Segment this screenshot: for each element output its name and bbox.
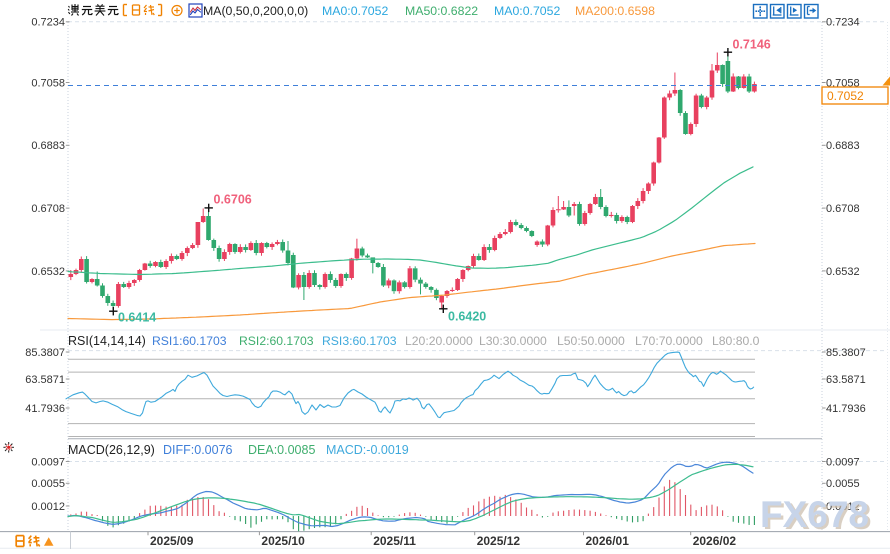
svg-text:MACD(26,12,9): MACD(26,12,9)	[68, 443, 155, 457]
svg-text:DIFF:0.0076: DIFF:0.0076	[163, 443, 233, 457]
svg-text:0.6883: 0.6883	[826, 140, 860, 152]
svg-text:L70:70.0000: L70:70.0000	[635, 334, 703, 348]
svg-text:0.6708: 0.6708	[826, 203, 860, 215]
svg-text:0.7234: 0.7234	[826, 17, 860, 29]
svg-text:2026/01: 2026/01	[586, 534, 630, 548]
svg-text:MA50:0.6822: MA50:0.6822	[405, 4, 478, 18]
svg-text:RSI3:60.1703: RSI3:60.1703	[322, 334, 397, 348]
svg-text:0.6420: 0.6420	[448, 310, 486, 324]
svg-text:2025/12: 2025/12	[477, 534, 521, 548]
svg-text:0.7146: 0.7146	[733, 38, 771, 52]
svg-text:RSI(14,14,14): RSI(14,14,14)	[68, 334, 146, 348]
svg-text:2025/10: 2025/10	[261, 534, 305, 548]
svg-text:85.3807: 85.3807	[25, 347, 65, 359]
svg-text:0.0055: 0.0055	[31, 478, 65, 490]
svg-text:L50:50.0000: L50:50.0000	[557, 334, 625, 348]
svg-text:L80:80.0: L80:80.0	[712, 334, 760, 348]
svg-text:0.6706: 0.6706	[214, 193, 252, 207]
svg-text:63.5871: 63.5871	[826, 374, 866, 386]
svg-text:DEA:0.0085: DEA:0.0085	[248, 443, 315, 457]
svg-text:2025/11: 2025/11	[373, 534, 416, 548]
svg-text:0.6708: 0.6708	[31, 203, 65, 215]
svg-text:85.3807: 85.3807	[826, 347, 866, 359]
svg-text:63.5871: 63.5871	[25, 374, 65, 386]
svg-text:2025/09: 2025/09	[150, 534, 194, 548]
svg-text:0.0097: 0.0097	[31, 456, 65, 468]
svg-text:L30:30.0000: L30:30.0000	[479, 334, 547, 348]
svg-text:0.0012: 0.0012	[31, 501, 65, 513]
svg-text:0.6414: 0.6414	[118, 311, 156, 325]
svg-text:MA0:0.7052: MA0:0.7052	[494, 4, 560, 18]
svg-text:0.0055: 0.0055	[826, 478, 860, 490]
svg-text:0.6883: 0.6883	[31, 140, 65, 152]
svg-text:41.7936: 41.7936	[25, 403, 65, 415]
svg-text:RSI2:60.1703: RSI2:60.1703	[239, 334, 314, 348]
svg-text:0.0097: 0.0097	[826, 456, 860, 468]
svg-text:FX678: FX678	[760, 494, 869, 535]
svg-text:0.0012: 0.0012	[826, 501, 860, 513]
svg-text:MACD:-0.0019: MACD:-0.0019	[326, 443, 409, 457]
svg-text:MA0:0.7052: MA0:0.7052	[322, 4, 388, 18]
svg-text:0.7052: 0.7052	[827, 89, 864, 103]
svg-text:0.6532: 0.6532	[826, 266, 860, 278]
svg-text:0.7058: 0.7058	[31, 77, 65, 89]
svg-text:0.7234: 0.7234	[31, 17, 65, 29]
svg-text:MA200:0.6598: MA200:0.6598	[575, 4, 655, 18]
svg-text:RSI1:60.1703: RSI1:60.1703	[152, 334, 227, 348]
svg-text:0.6532: 0.6532	[31, 266, 65, 278]
svg-text:L20:20.0000: L20:20.0000	[405, 334, 473, 348]
svg-text:MA(0,50,0,200,0,0): MA(0,50,0,200,0,0)	[203, 4, 308, 18]
svg-text:2026/02: 2026/02	[693, 534, 737, 548]
svg-text:FX678: FX678	[763, 496, 872, 537]
svg-text:41.7936: 41.7936	[826, 403, 866, 415]
